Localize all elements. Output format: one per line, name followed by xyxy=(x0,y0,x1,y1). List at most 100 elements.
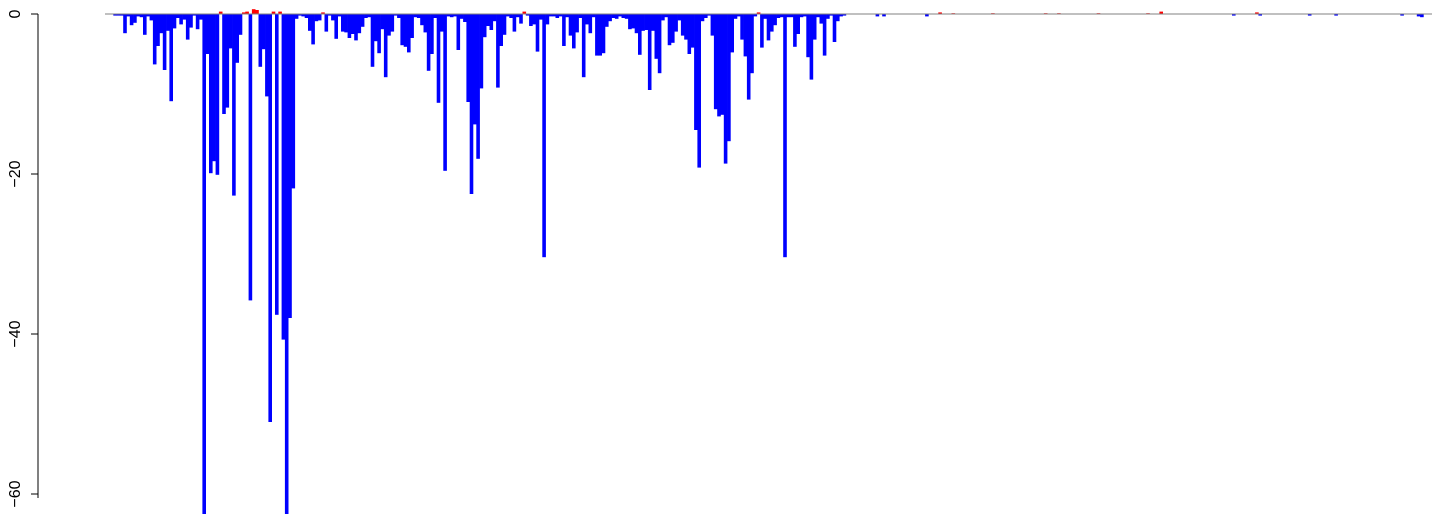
bar xyxy=(1307,14,1312,16)
bar xyxy=(350,14,355,34)
bar xyxy=(819,14,824,24)
bar xyxy=(608,14,612,22)
bar xyxy=(591,14,596,18)
bar xyxy=(172,14,177,29)
bar xyxy=(242,12,246,14)
bar xyxy=(238,14,243,35)
bar xyxy=(222,14,226,114)
bar xyxy=(156,14,160,46)
bar xyxy=(136,14,140,17)
bar xyxy=(159,14,164,34)
bar xyxy=(568,14,573,36)
bar xyxy=(809,14,814,80)
bar xyxy=(258,14,263,67)
bar xyxy=(308,14,312,31)
bar xyxy=(377,14,381,54)
bar xyxy=(783,14,787,258)
bar xyxy=(116,14,121,16)
bar xyxy=(601,14,606,54)
bar xyxy=(842,14,847,16)
bar xyxy=(129,14,134,26)
bar xyxy=(185,14,190,40)
bar xyxy=(575,14,579,33)
bar xyxy=(581,14,586,78)
bar xyxy=(126,14,131,17)
bar xyxy=(469,14,474,194)
y-axis: 0 −20 −40 −60 xyxy=(7,9,39,508)
bar xyxy=(746,14,751,100)
bar xyxy=(271,11,276,14)
bar xyxy=(799,14,804,18)
bar xyxy=(245,11,249,14)
bar xyxy=(255,10,259,14)
bar xyxy=(324,14,329,32)
bar xyxy=(162,14,167,70)
bar xyxy=(228,14,233,49)
y-axis-ticks: 0 −20 −40 −60 xyxy=(7,9,38,508)
bar xyxy=(776,14,781,18)
bar xyxy=(413,14,418,18)
bar xyxy=(218,11,223,14)
bar xyxy=(1416,14,1421,17)
bar xyxy=(152,14,157,65)
bar xyxy=(410,14,414,38)
bar xyxy=(832,14,837,42)
bar xyxy=(176,14,180,18)
bar xyxy=(753,14,758,17)
bar xyxy=(628,14,632,30)
bar xyxy=(674,14,678,32)
bar xyxy=(374,14,378,42)
bar xyxy=(743,14,748,57)
bar xyxy=(1232,14,1236,16)
bar xyxy=(641,14,645,31)
bar xyxy=(588,14,593,34)
bar xyxy=(314,14,319,22)
bar xyxy=(585,14,589,25)
bar xyxy=(357,14,362,34)
bar xyxy=(1159,11,1163,14)
bar xyxy=(803,14,807,17)
bar xyxy=(288,14,292,318)
bar xyxy=(796,14,800,34)
bar xyxy=(634,14,639,34)
bar xyxy=(403,14,408,47)
bar xyxy=(426,14,431,71)
bar xyxy=(275,14,279,315)
bar xyxy=(387,14,391,36)
bar xyxy=(443,14,447,171)
bar xyxy=(344,14,348,33)
bar xyxy=(756,12,761,14)
bar xyxy=(146,14,150,17)
bar xyxy=(492,14,497,22)
bar xyxy=(687,14,692,54)
bar xyxy=(657,14,662,74)
bar xyxy=(446,14,451,17)
bar xyxy=(317,14,322,21)
bar xyxy=(512,14,517,32)
bar xyxy=(558,14,563,17)
bar xyxy=(502,14,507,35)
bar xyxy=(456,14,461,50)
bar xyxy=(598,14,602,56)
bar xyxy=(793,14,797,47)
bar xyxy=(535,14,540,52)
bar xyxy=(611,14,616,18)
bar xyxy=(614,14,619,19)
bar xyxy=(816,14,820,18)
bar xyxy=(766,14,771,41)
bar xyxy=(542,14,546,258)
bar xyxy=(473,14,477,125)
bar xyxy=(265,14,269,97)
bar xyxy=(416,14,421,18)
bar xyxy=(704,14,708,18)
bar xyxy=(720,14,725,115)
bar xyxy=(380,14,385,30)
bar xyxy=(143,14,147,35)
bar xyxy=(605,14,609,27)
bar xyxy=(459,14,464,19)
bar xyxy=(334,14,338,39)
bar xyxy=(1255,12,1259,14)
bar xyxy=(294,14,299,19)
bar xyxy=(773,14,777,26)
